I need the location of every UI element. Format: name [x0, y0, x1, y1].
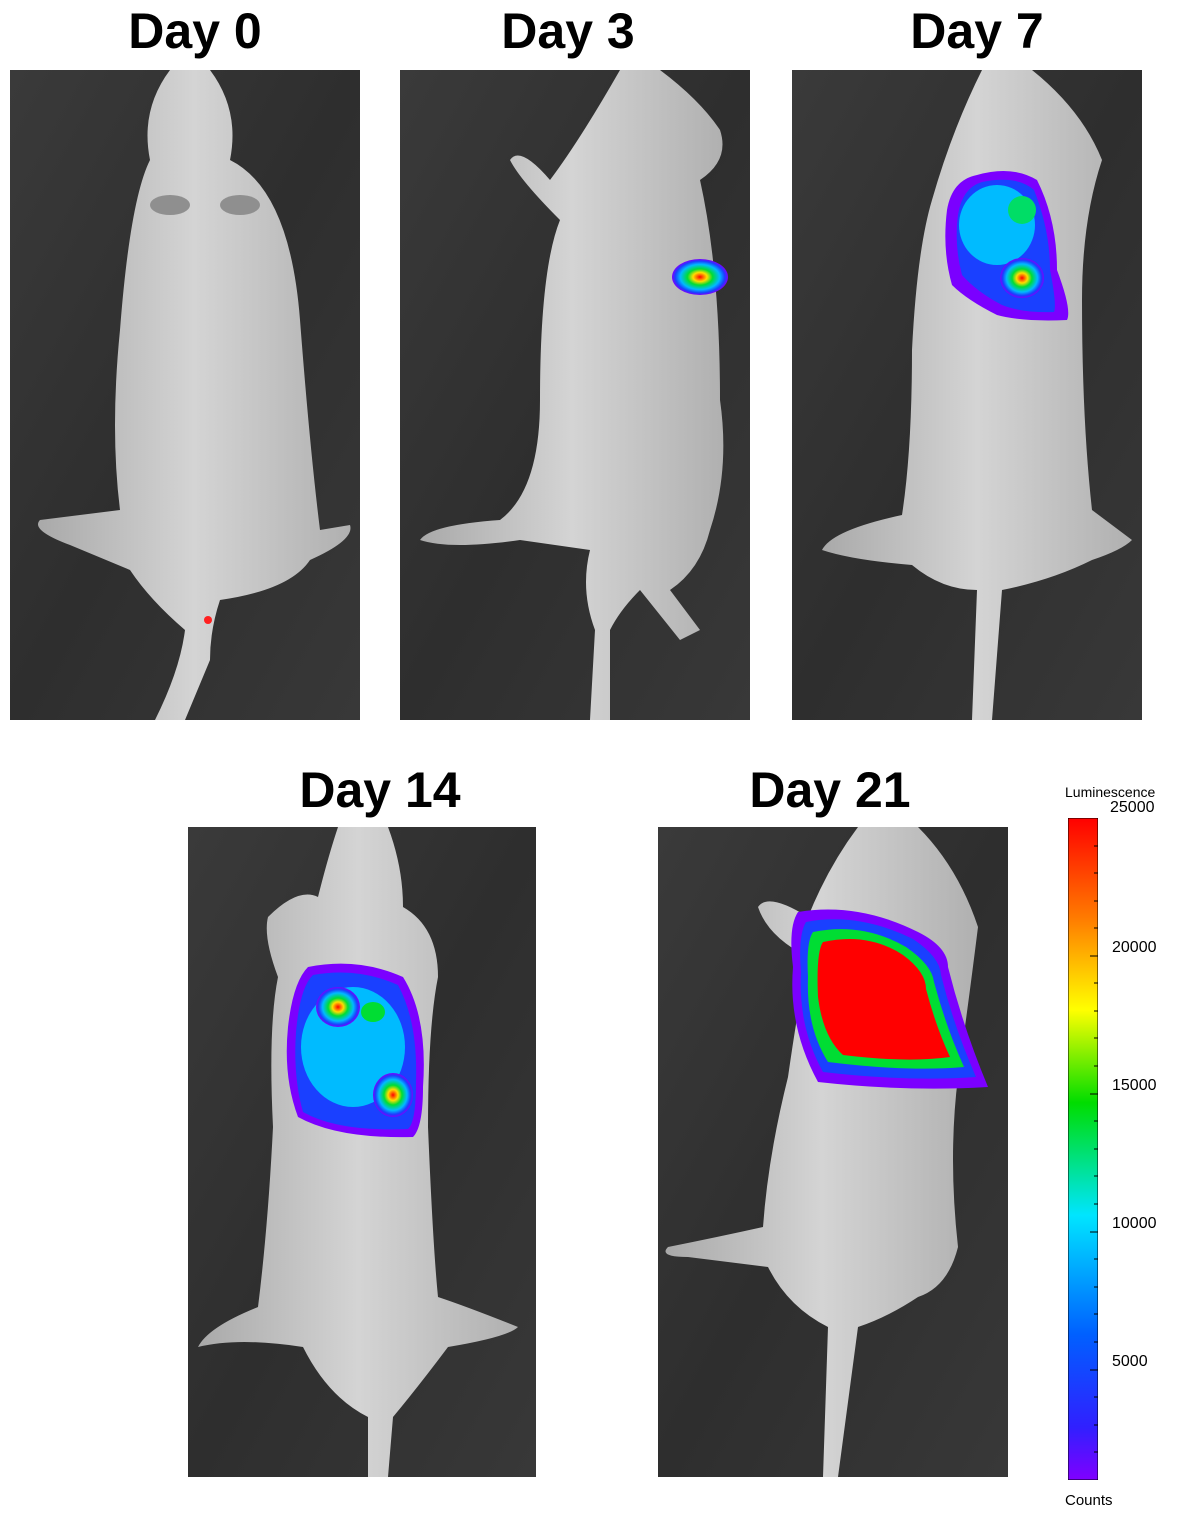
- panel-label-day7: Day 7: [910, 3, 1044, 59]
- panel-label-day21: Day 21: [749, 762, 911, 818]
- colorbar-tick-5000: 5000: [1112, 1353, 1148, 1370]
- colorbar-tick-10000: 10000: [1112, 1215, 1157, 1232]
- colorbar-tick-20000: 20000: [1112, 939, 1157, 956]
- colorbar: [1068, 818, 1098, 1480]
- mouse-image-day14: [188, 827, 536, 1477]
- colorbar-unit: Counts: [1065, 1492, 1113, 1509]
- mouse-image-day7: [792, 70, 1142, 720]
- colorbar-tick-15000: 15000: [1112, 1077, 1157, 1094]
- panel-label-day0: Day 0: [128, 3, 262, 59]
- colorbar-title: Luminescence: [1065, 784, 1156, 800]
- colorbar-tick-25000: 25000: [1110, 799, 1155, 816]
- panel-label-day14: Day 14: [299, 762, 461, 818]
- panel-label-day3: Day 3: [501, 3, 635, 59]
- mouse-image-day0: [10, 70, 360, 720]
- mouse-image-day21: [658, 827, 1008, 1477]
- colorbar-ticks: [1090, 818, 1098, 1453]
- mouse-image-day3: [400, 70, 750, 720]
